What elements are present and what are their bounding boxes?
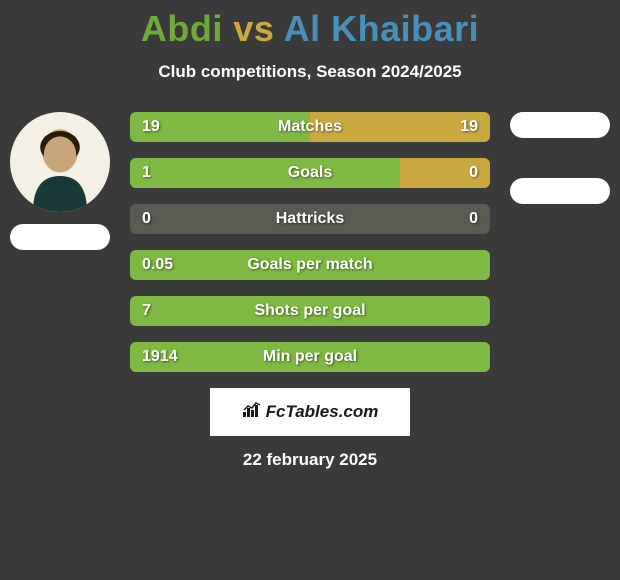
stat-bar-row: 1914Min per goal <box>130 342 490 372</box>
bar-value-right: 0 <box>469 158 478 188</box>
stat-bar-row: 0Hattricks0 <box>130 204 490 234</box>
player-left-panel <box>10 112 110 250</box>
stat-bar-row: 7Shots per goal <box>130 296 490 326</box>
bar-label: Min per goal <box>130 342 490 372</box>
subtitle: Club competitions, Season 2024/2025 <box>0 62 620 82</box>
content-area: 19Matches191Goals00Hattricks00.05Goals p… <box>0 112 620 372</box>
bar-label: Shots per goal <box>130 296 490 326</box>
player2-name-pill-2 <box>510 178 610 204</box>
avatar-placeholder-icon <box>15 122 105 212</box>
bar-label: Goals per match <box>130 250 490 280</box>
bar-value-right: 19 <box>460 112 478 142</box>
player2-name-pill-1 <box>510 112 610 138</box>
logo-text: FcTables.com <box>266 402 379 422</box>
stat-bar-row: 1Goals0 <box>130 158 490 188</box>
chart-icon <box>242 402 262 423</box>
date-text: 22 february 2025 <box>0 450 620 470</box>
comparison-title: Abdi vs Al Khaibari <box>0 0 620 50</box>
player1-name-pill <box>10 224 110 250</box>
stat-bar-row: 19Matches19 <box>130 112 490 142</box>
logo-box[interactable]: FcTables.com <box>210 388 410 436</box>
bar-value-right: 0 <box>469 204 478 234</box>
player1-avatar <box>10 112 110 212</box>
player-right-panel <box>510 112 610 204</box>
bar-label: Hattricks <box>130 204 490 234</box>
title-player1: Abdi <box>141 8 223 49</box>
title-player2: Al Khaibari <box>284 8 480 49</box>
title-vs: vs <box>223 8 284 49</box>
stats-bars: 19Matches191Goals00Hattricks00.05Goals p… <box>130 112 490 372</box>
stat-bar-row: 0.05Goals per match <box>130 250 490 280</box>
bar-label: Goals <box>130 158 490 188</box>
bar-label: Matches <box>130 112 490 142</box>
